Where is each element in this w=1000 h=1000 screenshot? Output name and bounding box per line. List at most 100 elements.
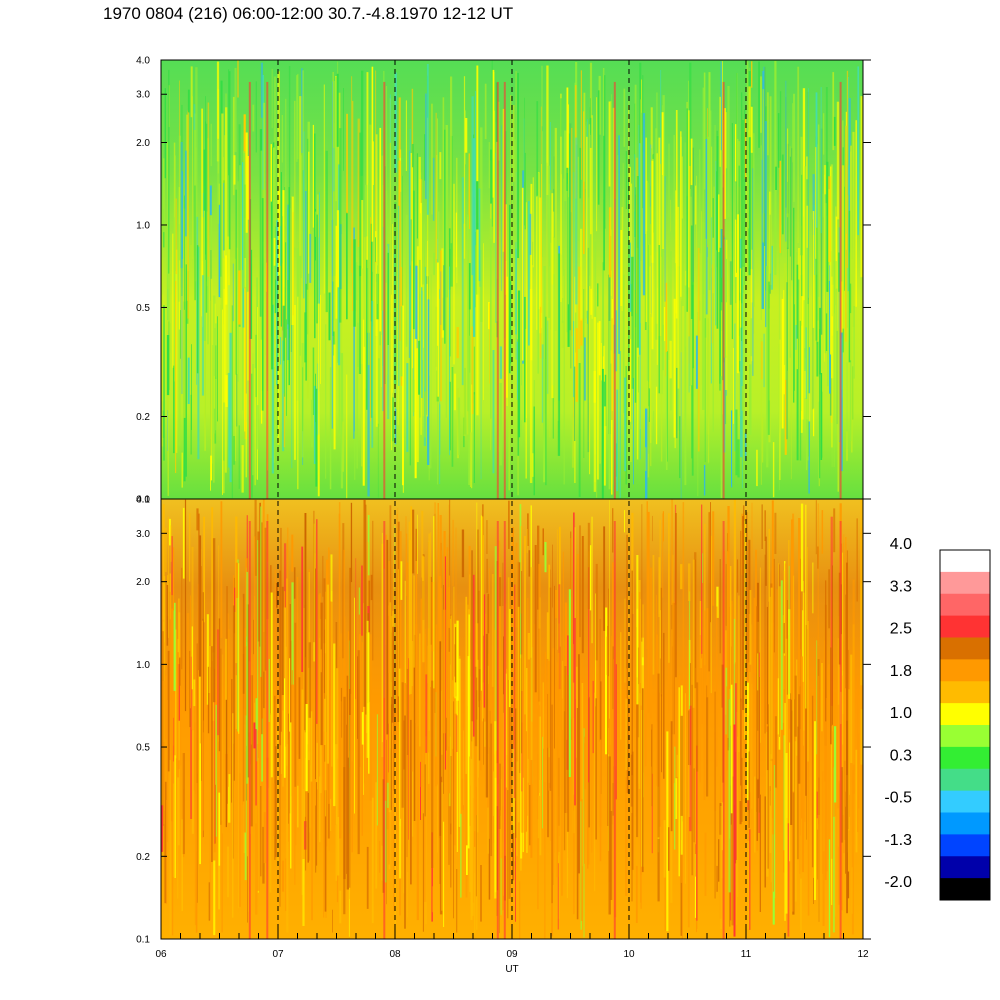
spectral-stripe [611,94,612,271]
spectral-stripe [456,869,458,933]
spectral-stripe [280,172,282,327]
spectral-stripe [169,518,171,546]
spectral-stripe [693,768,695,843]
spectral-stripe [542,736,543,829]
spectral-stripe [242,593,245,694]
spectral-stripe [818,675,820,825]
spectral-stripe [655,128,658,340]
spectral-stripe [604,374,607,427]
spectral-stripe [794,675,797,737]
spectral-stripe [261,522,263,735]
spectral-stripe [728,689,731,893]
spectral-stripe [766,731,769,877]
spectral-stripe [627,531,630,698]
spectral-stripe [220,648,222,825]
spectral-stripe [701,504,703,659]
spectral-stripe [185,150,187,237]
spectral-stripe [860,239,862,419]
spectral-stripe [825,87,828,216]
spectral-stripe [603,135,605,271]
spectral-stripe [274,570,276,641]
spectral-stripe [703,72,706,190]
spectral-stripe [436,262,439,397]
spectral-stripe [238,563,240,734]
spectral-stripe [525,328,527,479]
spectral-stripe [178,224,180,302]
spectral-stripe [201,566,202,781]
spectral-stripe [820,87,822,234]
spectral-stripe [579,525,581,638]
spectral-stripe [491,574,494,687]
spectral-stripe [366,259,368,410]
spectral-stripe [217,138,220,224]
spectral-stripe [316,742,318,790]
spectral-stripe [503,521,506,939]
spectral-stripe [357,650,360,855]
spectral-stripe [424,628,426,773]
spectral-stripe [255,334,257,398]
spectral-stripe [764,74,765,183]
spectral-stripe [512,670,514,826]
spectral-stripe [184,499,187,712]
spectral-stripe [282,710,284,787]
spectral-stripe [701,553,703,583]
spectral-stripe [276,583,278,608]
spectral-stripe [740,530,742,702]
spectral-stripe [281,289,285,452]
spectral-stripe [168,69,170,274]
spectral-stripe [847,77,850,292]
spectral-stripe [745,512,748,673]
spectral-stripe [322,555,324,597]
spectral-stripe [725,258,727,303]
spectral-stripe [170,525,172,562]
spectral-stripe [584,736,587,790]
spectral-stripe [567,183,569,305]
spectral-stripe [325,324,327,479]
spectral-stripe [793,207,795,403]
spectral-stripe [291,196,294,325]
y-tick-label: 0.1 [136,495,150,506]
spectral-stripe [769,96,772,274]
spectral-stripe [553,188,555,212]
spectral-stripe [642,75,644,209]
spectral-stripe [716,586,719,618]
spectral-stripe [690,138,693,186]
spectral-stripe [392,224,393,393]
spectral-stripe [784,703,786,921]
spectral-stripe [704,523,706,666]
spectral-stripe [338,502,341,658]
spectral-stripe [431,582,434,652]
spectral-stripe [812,211,815,328]
spectral-stripe [277,71,280,214]
spectral-stripe [279,570,282,746]
spectral-stripe [664,176,666,302]
spectral-stripe [594,692,596,892]
spectral-stripe [474,846,476,935]
spectral-stripe [445,717,447,751]
spectral-stripe [593,317,596,492]
spectral-stripe [260,506,262,677]
spectral-stripe [298,242,300,443]
spectral-stripe [584,288,586,323]
spectral-stripe [583,111,585,255]
spectral-stripe [506,668,508,755]
spectral-stripe [546,162,548,319]
spectral-stripe [620,632,622,740]
spectral-stripe [278,190,280,276]
spectral-stripe [301,343,304,458]
spectral-stripe [798,518,801,687]
spectral-stripe [801,174,803,326]
spectral-stripe [661,694,662,773]
spectral-stripe [816,640,818,755]
spectral-stripe [596,295,598,498]
spectral-stripe [688,591,691,709]
spectral-stripe [690,225,693,319]
spectral-stripe [463,730,464,806]
spectral-stripe [805,327,807,399]
spectral-stripe [560,174,562,255]
spectral-stripe [455,212,457,268]
spectral-stripe [400,605,401,819]
spectral-stripe [332,72,334,282]
spectral-stripe [412,190,415,330]
spectral-stripe [549,587,552,791]
